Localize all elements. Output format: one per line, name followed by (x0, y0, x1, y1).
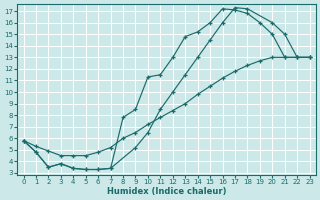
X-axis label: Humidex (Indice chaleur): Humidex (Indice chaleur) (107, 187, 226, 196)
